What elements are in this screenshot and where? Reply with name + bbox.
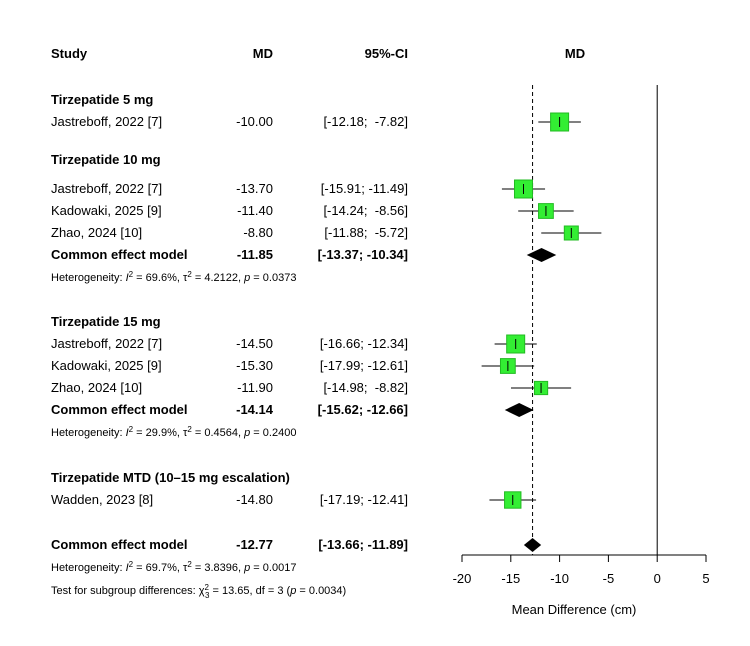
study-ci: [-15.91; -11.49] [321,181,408,196]
x-tick-label: -10 [550,571,569,586]
overall-ci: [-13.66; -11.89] [318,537,408,552]
study-name: Jastreboff, 2022 [7] [51,114,162,129]
x-axis-label: Mean Difference (cm) [512,602,637,617]
subgroup-title: Tirzepatide 5 mg [51,92,153,107]
study-ci: [-14.24; -8.56] [323,203,408,218]
study-ci: [-12.18; -7.82] [323,114,408,129]
subgroup-title: Tirzepatide MTD (10–15 mg escalation) [51,470,290,485]
heterogeneity-text: Heterogeneity: I2 = 29.9%, τ2 = 0.4564, … [51,425,296,439]
subgroup-title: Tirzepatide 15 mg [51,314,161,329]
overall-diamond [523,538,542,552]
x-tick-label: -5 [603,571,615,586]
study-name: Wadden, 2023 [8] [51,492,153,507]
subgroup-title: Tirzepatide 10 mg [51,152,161,167]
study-name: Zhao, 2024 [10] [51,380,142,395]
pooled-diamond [526,248,557,262]
study-md: -10.00 [236,114,273,129]
x-axis: -20 -15 -10 -5 0 5 [453,554,710,586]
pooled-md: -14.14 [236,402,274,417]
study-name: Kadowaki, 2025 [9] [51,203,162,218]
pooled-ci: [-15.62; -12.66] [318,402,408,417]
header-md: MD [253,46,273,61]
study-md: -11.90 [237,380,273,395]
subgroup-test-text: Test for subgroup differences: χ2 3 = 13.… [51,583,346,600]
study-md: -8.80 [243,225,273,240]
x-tick-label: -20 [453,571,472,586]
study-name: Zhao, 2024 [10] [51,225,142,240]
study-md: -14.50 [236,336,273,351]
header-ci: 95%-CI [365,46,408,61]
study-md: -15.30 [236,358,273,373]
pooled-diamond [504,403,534,417]
study-ci: [-17.19; -12.41] [320,492,408,507]
study-md: -14.80 [236,492,273,507]
study-ci: [-17.99; -12.61] [320,358,408,373]
study-name: Jastreboff, 2022 [7] [51,336,162,351]
study-name: Kadowaki, 2025 [9] [51,358,162,373]
pooled-label: Common effect model [51,247,188,262]
pooled-md: -11.85 [237,247,273,262]
study-md: -11.40 [237,203,273,218]
header-plot-md: MD [565,46,585,61]
study-ci: [-16.66; -12.34] [320,336,408,351]
forest-marks [481,85,658,555]
pooled-ci: [-13.37; -10.34] [318,247,408,262]
study-ci: [-11.88; -5.72] [324,225,408,240]
overall-heterogeneity-text: Heterogeneity: I2 = 69.7%, τ2 = 3.8396, … [51,560,296,574]
x-tick-label: 5 [702,571,709,586]
x-tick-label: -15 [501,571,520,586]
heterogeneity-text: Heterogeneity: I2 = 69.6%, τ2 = 4.2122, … [51,270,296,284]
overall-label: Common effect model [51,537,188,552]
overall-md: -12.77 [236,537,273,552]
study-md: -13.70 [236,181,273,196]
pooled-label: Common effect model [51,402,188,417]
study-ci: [-14.98; -8.82] [323,380,408,395]
x-tick-label: 0 [654,571,661,586]
header-study: Study [51,46,88,61]
study-name: Jastreboff, 2022 [7] [51,181,162,196]
